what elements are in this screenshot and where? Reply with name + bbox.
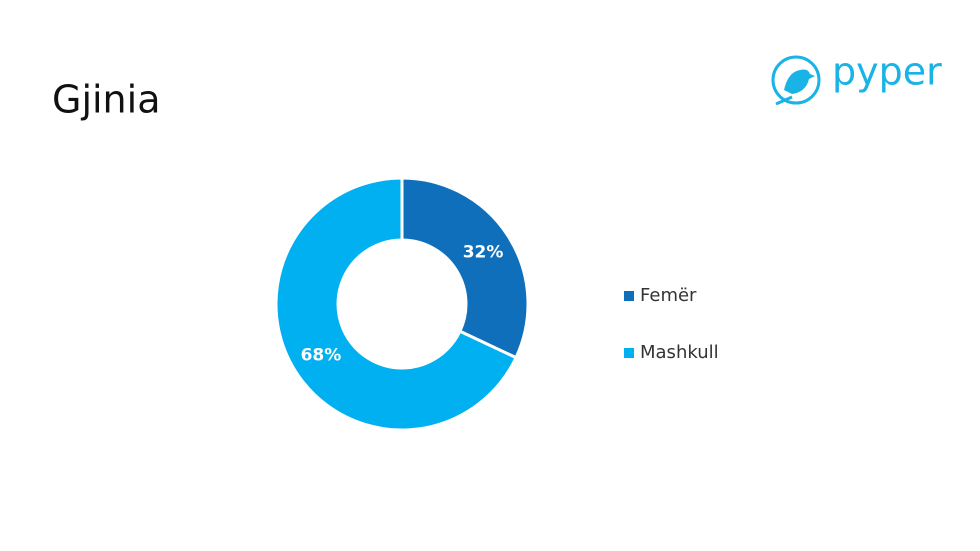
legend-label: Femër [640, 285, 697, 306]
legend-swatch [624, 348, 634, 358]
legend-label: Mashkull [640, 342, 719, 363]
legend-swatch [624, 291, 634, 301]
value-label: 68% [301, 345, 342, 365]
logo-bird [784, 69, 815, 94]
logo-ring [771, 55, 821, 105]
logo: pyper [771, 50, 942, 106]
donut-chart: 32% Femër 68% Mashkull [274, 176, 719, 432]
chart-title: Gjinia [52, 78, 161, 122]
logo-perch [775, 95, 793, 106]
slice [274, 176, 519, 432]
value-label: 32% [463, 243, 504, 263]
logo-text: pyper [832, 50, 942, 94]
slice [400, 176, 530, 360]
